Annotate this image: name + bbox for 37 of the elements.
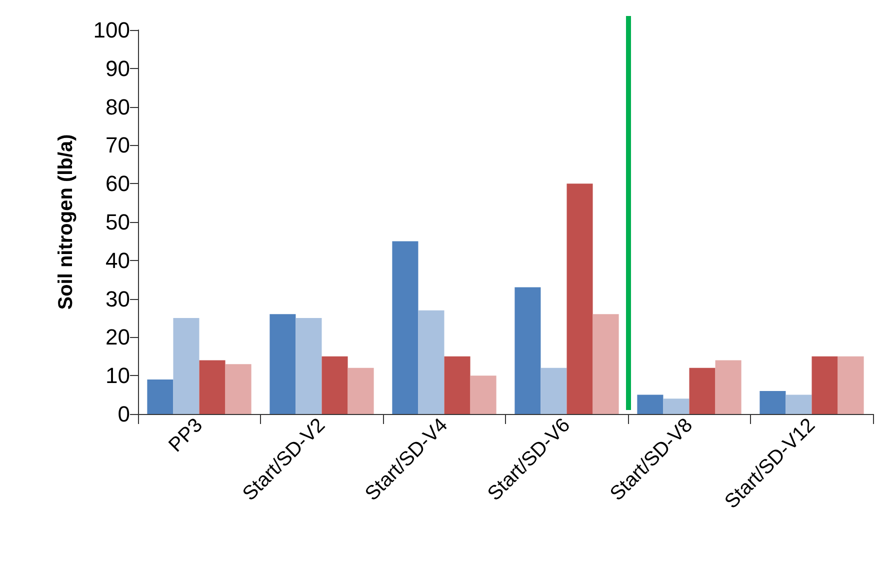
y-tick-label: 10 (106, 363, 130, 388)
bar (715, 360, 742, 414)
y-tick-label: 60 (106, 171, 130, 196)
bar (566, 184, 593, 414)
bar (270, 314, 296, 414)
y-tick-label: 30 (106, 286, 130, 312)
bar (514, 287, 541, 414)
bar (540, 368, 567, 414)
y-tick-label: 50 (106, 210, 130, 234)
bar (592, 314, 619, 414)
y-tick-label: 90 (106, 56, 130, 81)
y-tick-label: 80 (106, 94, 130, 120)
bar (322, 356, 348, 414)
bar (418, 310, 444, 414)
bar (637, 394, 664, 414)
y-tick-label: 70 (106, 132, 130, 158)
bar (348, 368, 374, 414)
y-tick-label: 100 (93, 18, 130, 42)
y-axis-title: Soil nitrogen (lb/a) (55, 134, 77, 310)
bar (812, 356, 838, 414)
bar (199, 360, 226, 414)
bar (444, 356, 470, 414)
x-tick-label: PP3 (164, 414, 208, 456)
bar (296, 318, 322, 414)
y-tick-label: 40 (106, 248, 130, 273)
bar (392, 241, 418, 414)
bar (786, 394, 812, 414)
y-tick-label: 0 (118, 402, 130, 426)
bar (225, 364, 252, 414)
bar (147, 379, 174, 414)
bar (689, 368, 716, 414)
y-tick-label: 20 (106, 324, 130, 350)
bar (838, 356, 864, 414)
bar (173, 318, 200, 414)
bar (760, 390, 786, 414)
bar (470, 376, 496, 414)
bar (663, 398, 690, 414)
